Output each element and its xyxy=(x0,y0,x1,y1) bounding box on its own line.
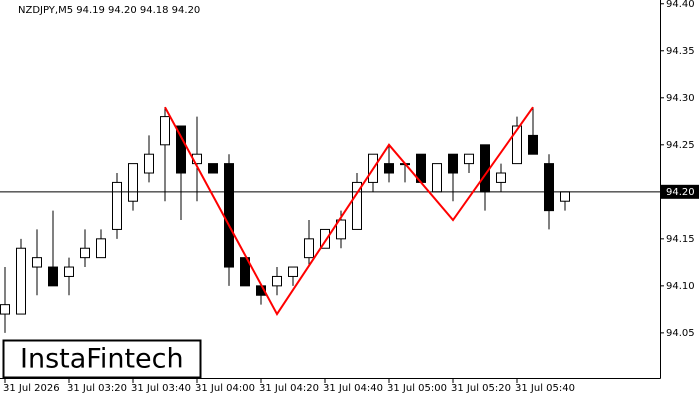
x-tick-label: 31 Jul 04:40 xyxy=(323,383,383,394)
candle-body xyxy=(304,238,314,259)
candle-body xyxy=(448,153,458,174)
candle-body xyxy=(480,144,490,193)
candle-body xyxy=(464,153,474,165)
candle-body xyxy=(32,257,42,268)
candle-body xyxy=(384,163,394,174)
candle-body xyxy=(336,219,346,240)
x-tick-label: 31 Jul 2026 xyxy=(3,383,60,394)
candle-body xyxy=(0,304,10,315)
candle-body xyxy=(128,163,138,202)
candle-body xyxy=(224,163,234,268)
chart-header: NZDJPY,M5 94.19 94.20 94.18 94.20 xyxy=(18,5,200,16)
candle-body xyxy=(208,163,218,174)
candle-body xyxy=(112,181,122,230)
candle-body xyxy=(48,266,58,287)
y-tick-label: 94.10 xyxy=(666,281,695,292)
y-tick-label: 94.35 xyxy=(666,46,695,57)
candle-body xyxy=(96,238,106,259)
x-tick-label: 31 Jul 05:20 xyxy=(451,383,511,394)
candle-body xyxy=(144,153,154,174)
y-tick-label: 94.15 xyxy=(666,234,695,245)
candle-body xyxy=(288,266,298,277)
x-tick-label: 31 Jul 03:40 xyxy=(131,383,191,394)
candle-body xyxy=(80,247,90,259)
candle-body xyxy=(544,163,554,212)
candle-body xyxy=(560,191,570,202)
candle-body xyxy=(512,125,522,165)
candle-body xyxy=(176,125,186,174)
candle-body xyxy=(160,116,170,146)
candle-body xyxy=(64,266,74,277)
pattern-line xyxy=(164,106,534,317)
candle-body xyxy=(16,247,26,315)
price-label-box xyxy=(661,184,699,199)
y-tick-label: 94.30 xyxy=(666,93,695,104)
y-tick-label: 94.40 xyxy=(666,0,695,10)
candle-body xyxy=(272,275,282,287)
candle-body xyxy=(240,257,250,287)
x-tick-label: 31 Jul 03:20 xyxy=(67,383,127,394)
x-tick-label: 31 Jul 04:00 xyxy=(195,383,255,394)
y-tick-label: 94.05 xyxy=(666,328,695,339)
candle-body xyxy=(496,172,506,183)
x-tick-label: 31 Jul 05:40 xyxy=(515,383,575,394)
candle-body xyxy=(352,181,362,230)
logo: InstaFintech xyxy=(20,344,184,375)
candle-body xyxy=(320,228,330,249)
candle-body xyxy=(432,163,442,193)
x-tick-label: 31 Jul 04:20 xyxy=(259,383,319,394)
x-tick-label: 31 Jul 05:00 xyxy=(387,383,447,394)
candle-body xyxy=(528,134,538,155)
y-tick-label: 94.25 xyxy=(666,140,695,151)
price-label: 94.20 xyxy=(666,187,695,198)
logo-box xyxy=(2,339,202,379)
